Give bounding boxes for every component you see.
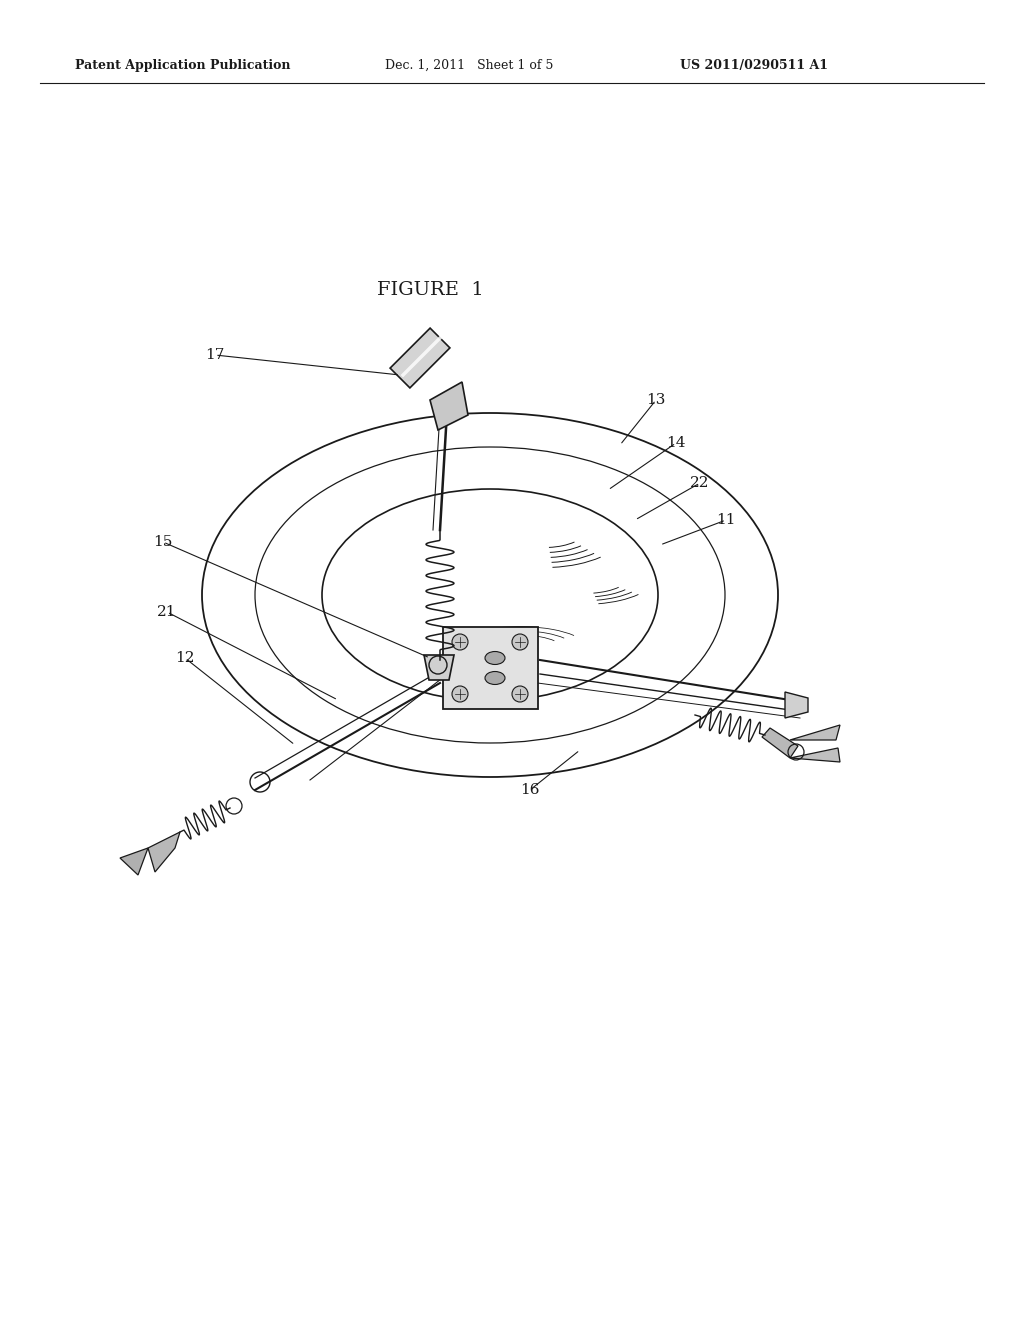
Text: 14: 14 <box>667 436 686 450</box>
Polygon shape <box>430 381 468 430</box>
Polygon shape <box>148 832 180 873</box>
Circle shape <box>452 634 468 649</box>
Text: 21: 21 <box>158 605 177 619</box>
Circle shape <box>512 634 528 649</box>
Text: FIGURE  1: FIGURE 1 <box>377 281 483 300</box>
Polygon shape <box>120 847 148 875</box>
Text: 13: 13 <box>646 393 666 407</box>
Polygon shape <box>424 655 454 680</box>
Polygon shape <box>790 748 840 762</box>
Circle shape <box>512 686 528 702</box>
Polygon shape <box>790 725 840 741</box>
Text: 17: 17 <box>206 348 224 362</box>
Polygon shape <box>390 329 450 388</box>
Circle shape <box>452 686 468 702</box>
FancyBboxPatch shape <box>443 627 538 709</box>
Text: 15: 15 <box>154 535 173 549</box>
Polygon shape <box>785 692 808 718</box>
Polygon shape <box>762 729 798 758</box>
Text: US 2011/0290511 A1: US 2011/0290511 A1 <box>680 58 828 71</box>
Text: 22: 22 <box>690 477 710 490</box>
Text: 16: 16 <box>520 783 540 797</box>
Text: 12: 12 <box>175 651 195 665</box>
Text: Patent Application Publication: Patent Application Publication <box>75 58 291 71</box>
Text: 11: 11 <box>716 513 736 527</box>
Ellipse shape <box>485 672 505 685</box>
Ellipse shape <box>485 652 505 664</box>
Text: Dec. 1, 2011   Sheet 1 of 5: Dec. 1, 2011 Sheet 1 of 5 <box>385 58 553 71</box>
